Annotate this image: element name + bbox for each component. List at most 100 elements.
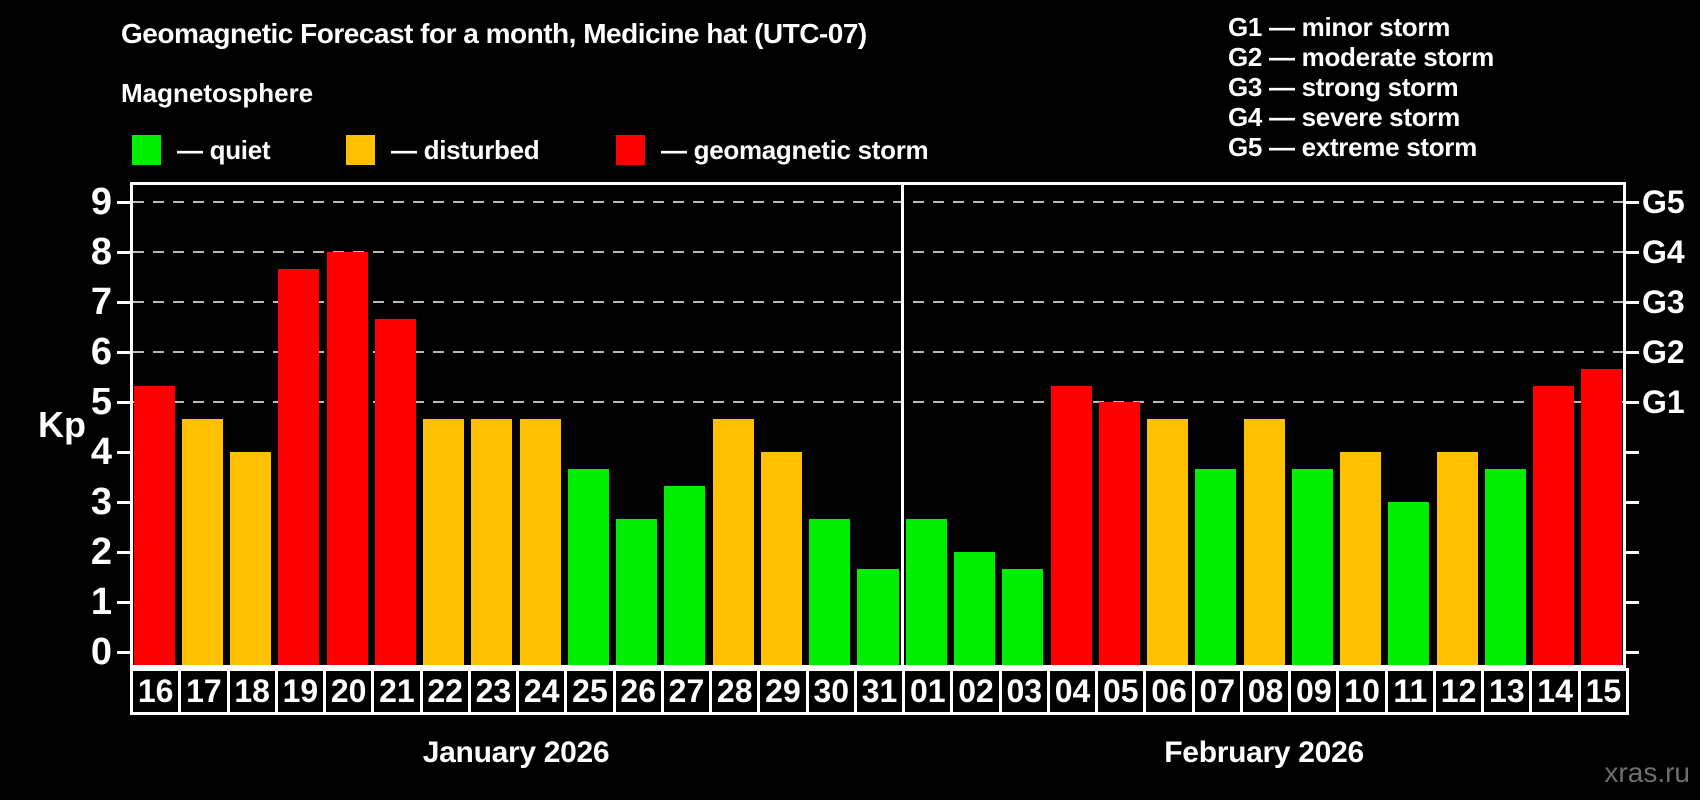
date-cell-jan-19: 19 bbox=[274, 668, 324, 715]
date-cell-jan-26: 26 bbox=[612, 668, 661, 715]
right-tick-8 bbox=[1626, 250, 1639, 254]
date-cell-jan-22: 22 bbox=[419, 668, 468, 715]
date-cell-feb-01: 01 bbox=[902, 668, 951, 715]
left-tick-7 bbox=[117, 300, 130, 304]
storm-scale-legend: G1 — minor storm G2 — moderate storm G3 — … bbox=[1228, 12, 1494, 162]
date-cell-jan-17: 17 bbox=[178, 668, 227, 715]
disturbed-color-chip bbox=[346, 135, 375, 165]
gridline-kp-6 bbox=[133, 351, 1623, 353]
date-cell-jan-31: 31 bbox=[853, 668, 903, 715]
date-cell-feb-10: 10 bbox=[1336, 668, 1385, 715]
legend-label-storm: — geomagnetic storm bbox=[661, 134, 929, 165]
month-label-jan: January 2026 bbox=[422, 736, 610, 769]
kp-bar-jan-25 bbox=[567, 468, 609, 665]
y-axis-label-7: 7 bbox=[90, 281, 112, 323]
storm-scale-line-3: G3 — strong storm bbox=[1228, 72, 1459, 102]
storm-scale-line-2: G2 — moderate storm bbox=[1228, 42, 1494, 72]
right-tick-3 bbox=[1626, 500, 1639, 504]
quiet-color-chip bbox=[132, 135, 161, 165]
date-cell-feb-13: 13 bbox=[1481, 668, 1530, 715]
date-cell-jan-28: 28 bbox=[709, 668, 758, 715]
kp-bar-feb-03 bbox=[1002, 568, 1044, 665]
date-cell-feb-06: 06 bbox=[1143, 668, 1192, 715]
kp-bar-feb-12 bbox=[1436, 452, 1478, 665]
right-axis-label-G4: G4 bbox=[1642, 234, 1685, 270]
left-tick-3 bbox=[117, 500, 130, 504]
y-axis-label-6: 6 bbox=[90, 331, 112, 373]
y-axis-label-1: 1 bbox=[90, 581, 112, 623]
storm-color-chip bbox=[616, 135, 645, 165]
legend-item-disturbed: — disturbed bbox=[346, 134, 540, 165]
magnetosphere-subtitle: Magnetosphere bbox=[121, 78, 314, 108]
y-axis-label-3: 3 bbox=[90, 481, 112, 523]
kp-bar-jan-21 bbox=[374, 318, 416, 665]
month-separator-line bbox=[900, 182, 904, 668]
right-tick-5 bbox=[1626, 400, 1639, 404]
right-tick-0 bbox=[1626, 650, 1639, 654]
left-tick-8 bbox=[117, 250, 130, 254]
kp-bar-feb-06 bbox=[1147, 418, 1189, 665]
kp-bar-feb-13 bbox=[1484, 468, 1526, 665]
gridline-kp-8 bbox=[133, 251, 1623, 253]
left-tick-2 bbox=[117, 550, 130, 554]
date-cell-feb-02: 02 bbox=[950, 668, 999, 715]
right-tick-2 bbox=[1626, 550, 1639, 554]
kp-bar-jan-18 bbox=[230, 452, 272, 665]
kp-bar-jan-29 bbox=[760, 452, 802, 665]
kp-bar-feb-10 bbox=[1340, 452, 1382, 665]
right-axis-label-G3: G3 bbox=[1642, 284, 1685, 320]
date-cell-jan-21: 21 bbox=[371, 668, 420, 715]
date-cell-feb-05: 05 bbox=[1095, 668, 1144, 715]
kp-bar-feb-15 bbox=[1581, 368, 1623, 665]
kp-bar-feb-09 bbox=[1291, 468, 1333, 665]
gridline-kp-7 bbox=[133, 301, 1623, 303]
kp-bar-jan-23 bbox=[471, 418, 513, 665]
kp-bar-feb-11 bbox=[1388, 502, 1430, 665]
kp-bar-feb-07 bbox=[1195, 468, 1237, 665]
date-cell-jan-16: 16 bbox=[130, 668, 179, 715]
storm-scale-line-1: G1 — minor storm bbox=[1228, 12, 1451, 42]
kp-bar-jan-27 bbox=[664, 485, 706, 665]
right-axis-label-G5: G5 bbox=[1642, 184, 1685, 220]
watermark: xras.ru bbox=[1604, 757, 1690, 788]
date-cell-jan-27: 27 bbox=[660, 668, 710, 715]
kp-bar-jan-30 bbox=[809, 518, 851, 665]
date-cell-jan-24: 24 bbox=[516, 668, 565, 715]
kp-bar-jan-28 bbox=[712, 418, 754, 665]
legend-label-disturbed: — disturbed bbox=[391, 134, 540, 165]
right-tick-6 bbox=[1626, 350, 1639, 354]
y-axis-label-4: 4 bbox=[90, 431, 112, 473]
right-tick-9 bbox=[1626, 200, 1639, 204]
date-cell-feb-11: 11 bbox=[1384, 668, 1433, 715]
gridline-kp-5 bbox=[133, 401, 1623, 403]
kp-bar-jan-20 bbox=[326, 252, 368, 665]
legend-item-storm: — geomagnetic storm bbox=[616, 134, 929, 165]
right-axis-label-G1: G1 bbox=[1642, 384, 1685, 420]
page-title: Geomagnetic Forecast for a month, Medici… bbox=[121, 18, 867, 49]
y-axis-label-2: 2 bbox=[90, 531, 112, 573]
gridline-kp-9 bbox=[133, 201, 1623, 203]
kp-bar-jan-17 bbox=[181, 418, 223, 665]
kp-bar-feb-04 bbox=[1050, 385, 1092, 665]
month-label-feb: February 2026 bbox=[1164, 736, 1364, 769]
storm-scale-line-4: G4 — severe storm bbox=[1228, 102, 1460, 132]
kp-axis-title: Kp bbox=[38, 404, 86, 445]
legend-item-quiet: — quiet bbox=[132, 134, 271, 165]
left-tick-0 bbox=[117, 650, 130, 654]
date-cell-feb-15: 15 bbox=[1577, 668, 1629, 715]
left-tick-6 bbox=[117, 350, 130, 354]
legend-label-quiet: — quiet bbox=[177, 134, 271, 165]
right-tick-7 bbox=[1626, 300, 1639, 304]
date-cell-feb-07: 07 bbox=[1191, 668, 1240, 715]
date-cell-feb-09: 09 bbox=[1288, 668, 1337, 715]
left-tick-4 bbox=[117, 450, 130, 454]
right-axis-label-G2: G2 bbox=[1642, 334, 1685, 370]
left-tick-5 bbox=[117, 400, 130, 404]
y-axis-label-8: 8 bbox=[90, 231, 112, 273]
kp-bar-jan-24 bbox=[519, 418, 561, 665]
kp-bar-feb-01 bbox=[905, 518, 947, 665]
date-cell-jan-23: 23 bbox=[467, 668, 517, 715]
left-tick-9 bbox=[117, 200, 130, 204]
date-cell-feb-14: 14 bbox=[1529, 668, 1578, 715]
